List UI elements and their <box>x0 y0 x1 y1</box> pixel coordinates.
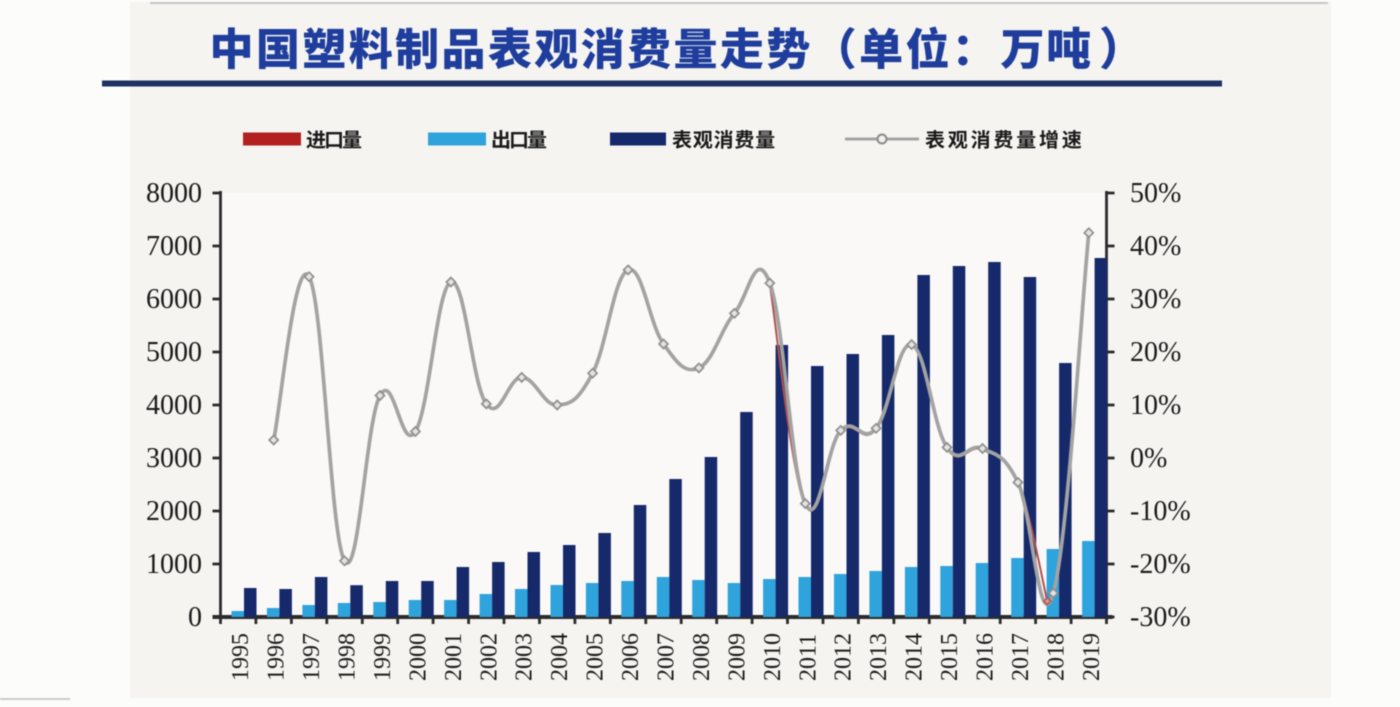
svg-text:0%: 0% <box>1130 443 1167 474</box>
svg-text:1998: 1998 <box>335 633 361 681</box>
svg-text:2010: 2010 <box>760 633 786 681</box>
svg-text:3000: 3000 <box>146 443 202 474</box>
svg-text:1000: 1000 <box>146 549 202 580</box>
svg-text:2011: 2011 <box>795 634 821 681</box>
svg-text:2014: 2014 <box>902 633 928 681</box>
svg-text:2000: 2000 <box>146 496 202 527</box>
svg-text:7000: 7000 <box>146 231 202 262</box>
svg-text:5000: 5000 <box>146 337 202 368</box>
svg-text:2007: 2007 <box>654 633 680 681</box>
svg-text:1996: 1996 <box>264 633 290 681</box>
svg-text:6000: 6000 <box>146 284 202 315</box>
svg-text:2015: 2015 <box>937 633 963 681</box>
svg-text:2012: 2012 <box>831 633 857 681</box>
svg-text:2009: 2009 <box>724 633 750 681</box>
svg-text:2003: 2003 <box>512 633 538 681</box>
svg-text:2000: 2000 <box>405 633 431 681</box>
svg-text:-20%: -20% <box>1130 549 1191 580</box>
svg-text:2018: 2018 <box>1043 633 1069 681</box>
svg-text:50%: 50% <box>1130 178 1181 209</box>
svg-text:-10%: -10% <box>1130 496 1191 527</box>
svg-text:1995: 1995 <box>228 633 254 681</box>
svg-text:40%: 40% <box>1130 231 1181 262</box>
svg-text:2005: 2005 <box>583 633 609 681</box>
svg-text:2017: 2017 <box>1008 633 1034 681</box>
svg-text:20%: 20% <box>1130 337 1181 368</box>
svg-text:2013: 2013 <box>866 633 892 681</box>
svg-text:2004: 2004 <box>547 633 573 681</box>
svg-text:1999: 1999 <box>370 633 396 681</box>
svg-text:1997: 1997 <box>299 633 325 681</box>
svg-text:10%: 10% <box>1130 390 1181 421</box>
svg-text:2006: 2006 <box>618 633 644 681</box>
svg-text:2019: 2019 <box>1079 633 1105 681</box>
svg-text:-30%: -30% <box>1130 602 1191 633</box>
svg-text:2008: 2008 <box>689 633 715 681</box>
svg-text:2002: 2002 <box>476 633 502 681</box>
svg-text:30%: 30% <box>1130 284 1181 315</box>
svg-text:8000: 8000 <box>146 178 202 209</box>
svg-text:4000: 4000 <box>146 390 202 421</box>
svg-text:2001: 2001 <box>441 633 467 681</box>
svg-text:2016: 2016 <box>973 633 999 681</box>
svg-text:0: 0 <box>188 602 202 633</box>
